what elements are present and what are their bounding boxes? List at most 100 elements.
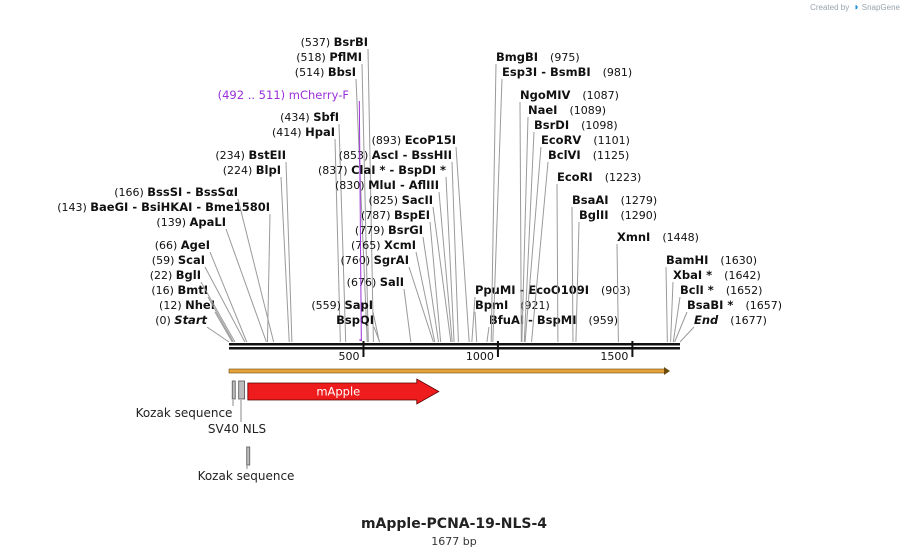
enzyme-position: (1290) [621, 209, 658, 222]
enzyme-position: (514) [295, 66, 328, 79]
enzyme-tick-line [367, 48, 374, 343]
plasmid-length: 1677 bp [431, 535, 477, 548]
enzyme-site: BamHI (1630) [665, 253, 757, 343]
restriction-sites: (0) Start(12) NheI(16) BmtI(22) BglI(59)… [57, 35, 782, 343]
enzyme-name: ScaI [178, 253, 205, 267]
enzyme-label: BmgBI (975) [496, 50, 580, 64]
enzyme-label: BpmI(921) [475, 298, 550, 312]
enzyme-position: (779) [355, 224, 388, 237]
enzyme-label: BclVI (1125) [548, 148, 629, 162]
enzyme-position: (1101) [593, 134, 630, 147]
enzyme-site: (414) HpaI [272, 125, 341, 343]
enzyme-label: (537) BsrBI [301, 35, 368, 49]
enzyme-position: (1098) [581, 119, 618, 132]
enzyme-name: BamHI [666, 253, 708, 267]
enzyme-position: (1223) [605, 171, 642, 184]
enzyme-site: NaeI (1089) [521, 103, 606, 343]
enzyme-tick-line [408, 266, 434, 343]
enzyme-name: NheI [185, 298, 215, 312]
enzyme-site: EcoRV (1101) [524, 133, 630, 343]
enzyme-name: End [694, 313, 719, 327]
enzyme-name: BssSI - BssSαI [147, 185, 238, 199]
created-by-snapgene: Created by ◗ SnapGene [810, 2, 900, 13]
enzyme-site: (837) ClaI * - BspDI * [318, 163, 455, 343]
enzyme-position: (234) [215, 149, 248, 162]
enzyme-tick-line [490, 63, 497, 343]
enzyme-site: (559) SapI [311, 298, 380, 343]
enzyme-tick-line [575, 221, 580, 343]
enzyme-site: BglII (1290) [575, 208, 658, 343]
enzyme-position: (975) [550, 51, 580, 64]
enzyme-tick-line [672, 296, 681, 343]
enzyme-name: BglI [176, 268, 201, 282]
feature-cds-arrow [247, 378, 440, 405]
feature [231, 380, 236, 400]
enzyme-name: BsaAI [572, 193, 609, 207]
enzyme-site: (537) BsrBI [301, 35, 374, 343]
enzyme-tick-line [214, 311, 233, 343]
enzyme-name: BclI * [680, 283, 714, 297]
enzyme-label: (16) BmtI [151, 283, 208, 297]
enzyme-site: (514) BbsI [295, 65, 368, 343]
enzyme-name: SbfI [313, 110, 339, 124]
enzyme-position: (1279) [621, 194, 658, 207]
enzyme-label: Esp3I - BsmBI (981) [502, 65, 632, 79]
enzyme-position: (143) [57, 201, 90, 214]
enzyme-name: NaeI [528, 103, 557, 117]
enzyme-tick-line [355, 78, 368, 343]
enzyme-position: (676) [347, 276, 380, 289]
enzyme-site: (893) EcoP15I [372, 133, 470, 343]
enzyme-name: ClaI * - BspDI * [351, 163, 446, 177]
enzyme-label: BclI * (1652) [680, 283, 762, 297]
enzyme-tick-line [280, 176, 290, 343]
enzyme-site: NgoMIV (1087) [519, 88, 619, 343]
enzyme-position: (1448) [662, 231, 699, 244]
enzyme-tick-line [200, 281, 236, 343]
feature-label: SV40 NLS [208, 422, 266, 436]
enzyme-position: (760) [341, 254, 374, 267]
enzyme-name: EcoRI [557, 170, 593, 184]
enzyme-label: XmnI (1448) [617, 230, 699, 244]
enzyme-tick-line [403, 288, 412, 343]
enzyme-site: End (1677) [679, 313, 767, 343]
enzyme-name: EcoP15I [405, 133, 456, 147]
enzyme-tick-line [445, 176, 455, 343]
enzyme-site: XmnI (1448) [616, 230, 699, 343]
orf-arrowhead-icon [664, 367, 670, 375]
enzyme-site: (16) BmtI [151, 283, 234, 343]
enzyme-name: XcmI [384, 238, 416, 252]
enzyme-label: EcoRI (1223) [557, 170, 641, 184]
primer-arrow [359, 339, 362, 341]
enzyme-label: (143) BaeGI - BsiHKAI - Bme1580I [57, 200, 270, 214]
enzyme-name: ApaLI [190, 215, 227, 229]
enzyme-position: (166) [114, 186, 147, 199]
scale-tick-label: 1500 [600, 350, 628, 363]
enzyme-name: BlpI [256, 163, 281, 177]
enzyme-name: MluI - AflIII [368, 178, 439, 192]
enzyme-site: (779) BsrGI [355, 223, 439, 343]
enzyme-label: (234) BstEII [215, 148, 286, 162]
primer-name: mCherry-F [289, 88, 349, 102]
enzyme-site: (760) SgrAI [341, 253, 434, 343]
enzyme-tick-line [432, 206, 452, 343]
enzyme-position: (59) [152, 254, 178, 267]
enzyme-name: AscI - BssHII [372, 148, 452, 162]
enzyme-label: PpuMI - EcoO109I (903) [475, 283, 631, 297]
snapgene-logo-icon: ◗ [853, 2, 860, 13]
enzyme-name: BspEI [394, 208, 430, 222]
orf-bar [228, 368, 667, 374]
feature-label: Kozak sequence [198, 469, 295, 483]
enzyme-site: (676) SalI [347, 275, 412, 343]
enzyme-position: (787) [361, 209, 394, 222]
enzyme-label: (559) SapI [311, 298, 373, 312]
orf-arrow [228, 367, 670, 375]
enzyme-position: (559) [311, 299, 344, 312]
enzyme-site: (853) AscI - BssHII [339, 148, 459, 343]
enzyme-site: (66) AgeI [155, 238, 248, 343]
enzyme-site: (0) Start [155, 313, 230, 343]
enzyme-site: BsrDI (1098) [523, 118, 618, 343]
enzyme-position: (1657) [745, 299, 782, 312]
enzyme-label: (825) SacII [369, 193, 434, 207]
primer: (492 .. 511) mCherry-F [218, 88, 362, 341]
